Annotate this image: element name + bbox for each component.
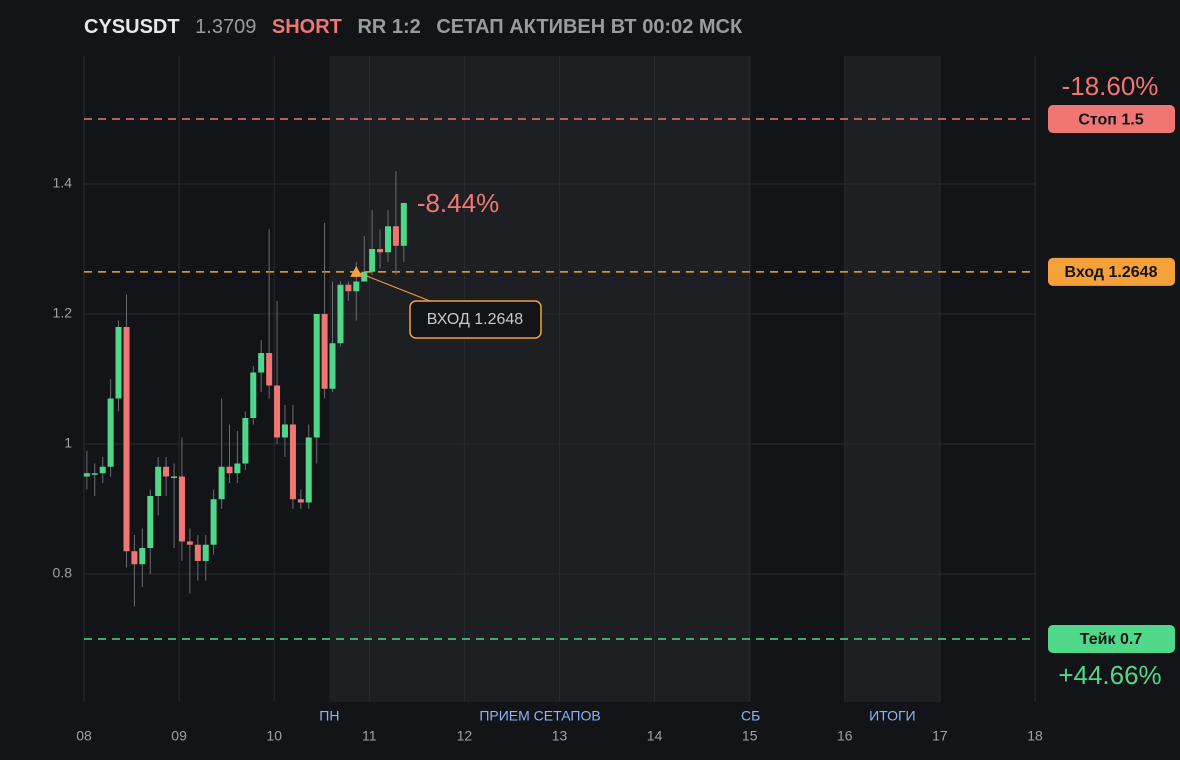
candle-body bbox=[345, 284, 352, 292]
price: 1.3709 bbox=[195, 16, 257, 38]
status: СЕТАП АКТИВЕН ВТ 00:02 МСК bbox=[436, 16, 743, 38]
candle-body bbox=[242, 417, 249, 464]
x-tick-label: 08 bbox=[76, 728, 92, 744]
candle-body bbox=[321, 314, 328, 389]
candle-body bbox=[337, 284, 344, 344]
y-tick-label: 0.8 bbox=[53, 565, 73, 581]
x-tick-label: 09 bbox=[171, 728, 187, 744]
candle-body bbox=[250, 372, 257, 418]
symbol: CYSUSDT bbox=[84, 16, 180, 38]
x-tick-label: 15 bbox=[742, 728, 758, 744]
risk-reward: RR 1:2 bbox=[357, 16, 421, 38]
candle-body bbox=[297, 499, 304, 503]
candle-body bbox=[115, 327, 122, 399]
candle-body bbox=[258, 353, 265, 373]
zone-label: ИТОГИ bbox=[869, 708, 916, 724]
level-percent: +44.66% bbox=[1058, 660, 1161, 690]
candle-body bbox=[266, 353, 273, 386]
zone-label: ПРИЕМ СЕТАПОВ bbox=[479, 708, 600, 724]
candle-body bbox=[361, 271, 368, 282]
candle-body bbox=[400, 202, 407, 246]
x-tick-label: 13 bbox=[552, 728, 568, 744]
candle-body bbox=[171, 476, 178, 478]
candle-body bbox=[218, 466, 225, 500]
candle-body bbox=[234, 463, 241, 474]
day-marker: СБ bbox=[741, 708, 760, 724]
x-tick-label: 17 bbox=[932, 728, 948, 744]
level-label: Стоп 1.5 bbox=[1078, 111, 1143, 128]
candle-body bbox=[202, 544, 209, 561]
level-label: Вход 1.2648 bbox=[1065, 264, 1158, 281]
callout-label: ВХОД 1.2648 bbox=[427, 311, 524, 328]
x-tick-label: 14 bbox=[647, 728, 663, 744]
header: CYSUSDT 1.3709 SHORT RR 1:2 СЕТАП АКТИВЕ… bbox=[84, 16, 752, 39]
candle-body bbox=[194, 544, 201, 561]
candle-body bbox=[131, 551, 138, 565]
session-zone bbox=[844, 56, 940, 702]
candle-body bbox=[178, 476, 185, 542]
candle-body bbox=[226, 466, 233, 474]
current-change: -8.44% bbox=[417, 188, 499, 218]
candle-body bbox=[329, 343, 336, 389]
level-badge bbox=[1048, 257, 1175, 286]
candle-body bbox=[107, 398, 114, 467]
level-label: Тейк 0.7 bbox=[1080, 631, 1143, 648]
candle-body bbox=[369, 249, 376, 272]
candle-body bbox=[123, 327, 130, 552]
level-badge bbox=[1048, 624, 1175, 653]
candle-body bbox=[353, 281, 360, 292]
candle-body bbox=[99, 466, 106, 474]
candle-body bbox=[139, 547, 146, 565]
y-tick-label: 1.2 bbox=[53, 305, 73, 321]
candle-body bbox=[274, 385, 281, 438]
y-tick-label: 1 bbox=[64, 435, 72, 451]
candle-body bbox=[155, 466, 162, 496]
day-marker: ПН bbox=[319, 708, 339, 724]
x-tick-label: 10 bbox=[266, 728, 282, 744]
callout-box bbox=[409, 300, 542, 339]
candle-body bbox=[377, 249, 384, 253]
candle-body bbox=[186, 541, 193, 545]
y-tick-label: 1.4 bbox=[53, 175, 73, 191]
x-tick-label: 12 bbox=[457, 728, 473, 744]
session-zone bbox=[329, 56, 751, 702]
x-tick-label: 11 bbox=[362, 728, 377, 744]
x-tick-label: 16 bbox=[837, 728, 853, 744]
level-badge bbox=[1048, 105, 1175, 134]
candle-body bbox=[289, 424, 296, 500]
candle-body bbox=[392, 226, 399, 246]
side: SHORT bbox=[271, 16, 342, 38]
candle-body bbox=[91, 473, 98, 475]
x-tick-label: 18 bbox=[1027, 728, 1043, 744]
candle-body bbox=[281, 424, 288, 438]
candle-body bbox=[313, 314, 320, 438]
level-percent: -18.60% bbox=[1062, 71, 1159, 101]
entry-marker bbox=[350, 265, 363, 277]
candle-body bbox=[385, 226, 392, 253]
candle-body bbox=[83, 473, 90, 477]
candle-body bbox=[210, 499, 217, 545]
callout-line bbox=[356, 271, 431, 302]
candle-body bbox=[305, 437, 312, 503]
candle-body bbox=[147, 495, 154, 548]
candle-body bbox=[163, 466, 170, 477]
